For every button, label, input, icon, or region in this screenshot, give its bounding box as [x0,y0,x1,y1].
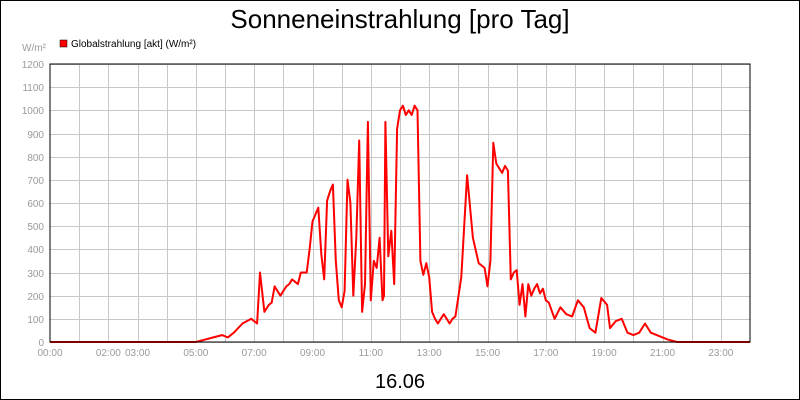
x-tick-label: 21:00 [650,348,675,359]
y-tick-label: 700 [27,176,44,187]
y-tick-label: 800 [27,153,44,164]
y-tick-label: 600 [27,199,44,210]
x-axis-tick-labels: 00:00 02:00 03:00 05:00 07:00 09:00 11:00 13:00… [37,348,733,359]
y-tick-label: 400 [27,245,44,256]
x-tick-label: 09:00 [300,348,325,359]
y-tick-label: 900 [27,130,44,141]
x-tick-label: 07:00 [242,348,267,359]
x-tick-label: 13:00 [417,348,442,359]
x-tick-label: 15:00 [475,348,500,359]
y-tick-label: 1100 [22,83,44,94]
x-tick-label: 19:00 [592,348,617,359]
x-tick-label: 05:00 [183,348,208,359]
legend: Globalstrahlung [akt] (W/m²) [59,39,196,50]
legend-swatch [59,39,68,48]
date-label: 16.06 [375,371,425,393]
vertical-gridlines [79,64,722,342]
x-tick-label: 23:00 [708,348,733,359]
x-tick-label: 17:00 [533,348,558,359]
plot-border [49,63,751,343]
y-axis-unit-label: W/m² [22,43,47,54]
x-tick-label: 02:00 [96,348,121,359]
series-line-globalstrahlung [50,104,750,343]
y-tick-label: 500 [27,222,44,233]
x-tick-label: 11:00 [359,348,384,359]
y-tick-label: 1200 [22,60,45,71]
chart-title: Sonneneinstrahlung [pro Tag] [230,4,569,34]
y-tick-label: 200 [27,292,44,303]
y-tick-label: 100 [27,315,44,326]
y-tick-label: 300 [27,269,44,280]
y-tick-label: 0 [38,338,44,349]
x-tick-label: 03:00 [125,348,150,359]
y-axis-tick-labels: 0 100 200 300 400 500 600 700 800 900 1000 1100 1200 [22,60,45,349]
x-tick-label: 00:00 [37,348,62,359]
y-tick-label: 1000 [22,106,45,117]
legend-label: Globalstrahlung [akt] (W/m²) [71,39,196,50]
